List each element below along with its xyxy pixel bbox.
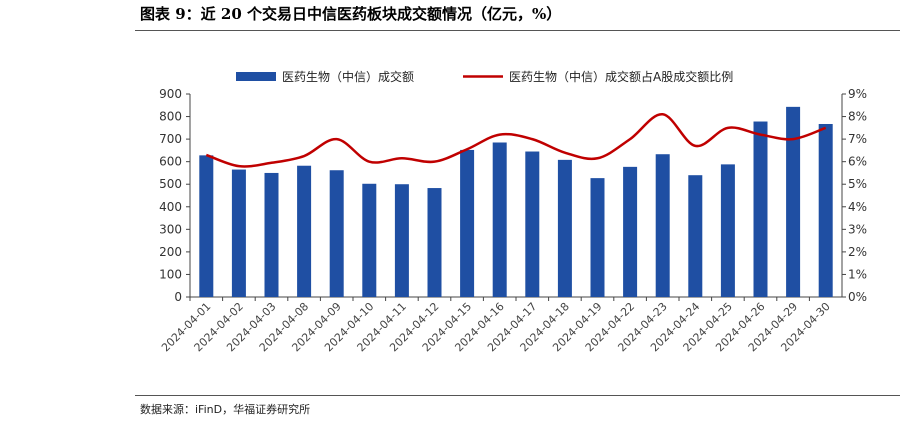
bar-2024-04-11 [394, 184, 409, 297]
y-left-tick-label: 900 [159, 87, 182, 101]
y-right-tick-label: 8% [848, 110, 867, 124]
bar-2024-04-08 [297, 165, 312, 297]
bar-2024-04-15 [460, 149, 475, 297]
y-left-ticks: 0 100 200 300 400 500 600 700 800 900 [159, 87, 190, 304]
bar-2024-04-25 [720, 164, 735, 297]
figure-title: 图表 9：近 20 个交易日中信医药板块成交额情况（亿元，%） [140, 5, 562, 23]
y-right-ticks: 0% 1% 2% 3% 4% 5% 6% 7% 8% 9% [842, 87, 867, 304]
y-left-tick-label: 700 [159, 132, 182, 146]
y-left-tick-label: 300 [159, 222, 182, 236]
y-left-tick-label: 200 [159, 245, 182, 259]
y-right-tick-label: 5% [848, 177, 867, 191]
bar-2024-04-29 [786, 106, 801, 298]
y-left-tick-label: 800 [159, 110, 182, 124]
y-left-tick-label: 100 [159, 267, 182, 281]
bar-2024-04-26 [753, 121, 768, 297]
chart: 0 100 200 300 400 500 600 700 800 900 0% 1% 2% 3% 4% 5… [159, 69, 867, 354]
bar-2024-04-16 [492, 142, 507, 297]
x-ticks: 2024-04-012024-04-022024-04-032024-04-08… [159, 297, 833, 354]
y-right-tick-label: 0% [848, 290, 867, 304]
y-right-tick-label: 2% [848, 245, 867, 259]
bar-2024-04-23 [655, 154, 670, 297]
y-right-tick-label: 6% [848, 155, 867, 169]
source-note: 数据来源：iFinD，华福证券研究所 [140, 403, 311, 416]
legend-bar-label: 医药生物（中信）成交额 [282, 69, 414, 84]
bar-2024-04-17 [525, 151, 540, 297]
bar-2024-04-24 [688, 175, 703, 297]
y-right-tick-label: 1% [848, 267, 867, 281]
plot-area: 0 100 200 300 400 500 600 700 800 900 0% 1% 2% 3% 4% 5… [159, 87, 867, 354]
y-right-tick-label: 9% [848, 87, 867, 101]
source-rule [135, 395, 900, 396]
legend-line-label: 医药生物（中信）成交额占A股成交额比例 [509, 69, 733, 84]
bar-2024-04-03 [264, 172, 279, 297]
legend-bar-swatch [236, 72, 276, 81]
bar-2024-04-30 [818, 123, 833, 297]
bar-2024-04-10 [362, 183, 377, 297]
y-right-tick-label: 7% [848, 132, 867, 146]
y-right-tick-label: 4% [848, 200, 867, 214]
y-right-tick-label: 3% [848, 222, 867, 236]
bar-2024-04-01 [199, 155, 214, 297]
bar-2024-04-09 [329, 170, 344, 297]
bar-2024-04-22 [623, 166, 638, 297]
y-left-tick-label: 400 [159, 200, 182, 214]
bar-2024-04-02 [231, 169, 246, 297]
y-left-tick-label: 0 [174, 290, 182, 304]
y-left-tick-label: 500 [159, 177, 182, 191]
bar-2024-04-18 [557, 159, 572, 297]
ratio-line [205, 113, 827, 168]
bar-series [199, 106, 833, 298]
y-left-tick-label: 600 [159, 155, 182, 169]
bar-2024-04-12 [427, 188, 442, 297]
legend: 医药生物（中信）成交额 医药生物（中信）成交额占A股成交额比例 [236, 69, 733, 84]
title-rule [135, 30, 900, 31]
bar-2024-04-19 [590, 178, 605, 297]
